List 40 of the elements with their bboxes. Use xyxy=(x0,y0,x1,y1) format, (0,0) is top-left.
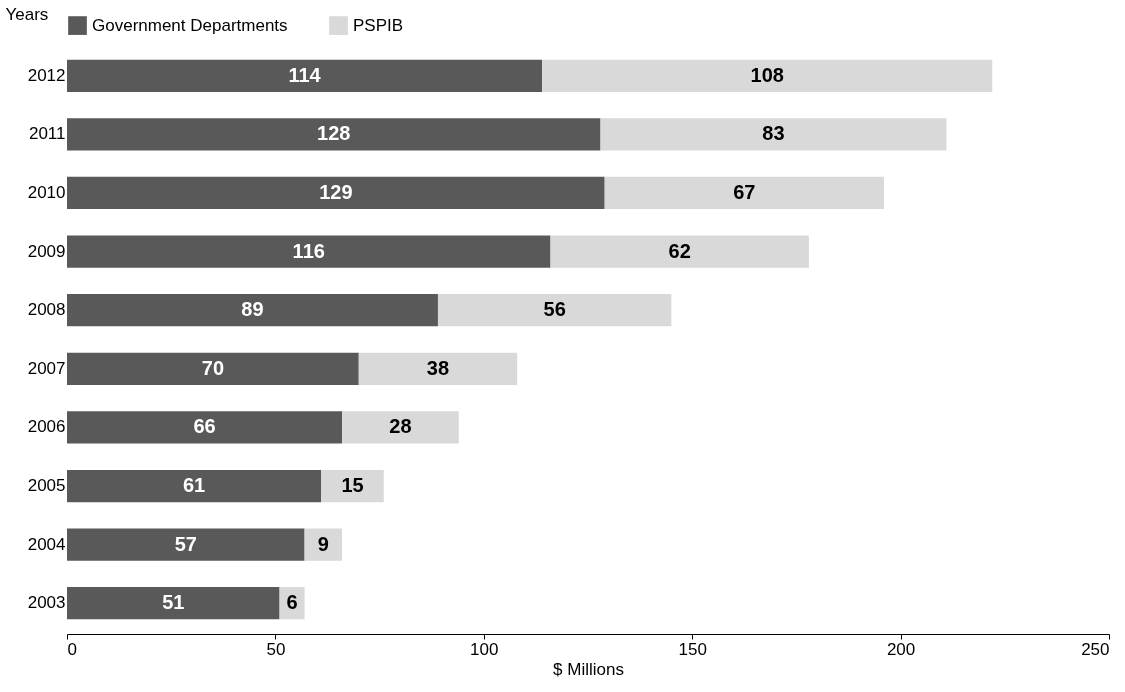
x-tick-label: 0 xyxy=(67,639,77,659)
legend-label: PSPIB xyxy=(353,15,404,35)
y-tick-label: 2012 xyxy=(27,65,66,85)
y-tick-label: 2008 xyxy=(27,300,66,320)
data-label: 61 xyxy=(183,474,206,497)
y-axis-title: Years xyxy=(5,4,49,24)
data-label: 116 xyxy=(292,239,325,262)
data-label: 38 xyxy=(426,356,450,379)
y-tick-label: 2009 xyxy=(27,241,66,261)
data-label: 108 xyxy=(750,63,784,86)
data-label: 9 xyxy=(317,532,329,555)
legend-label: Government Departments xyxy=(92,15,288,35)
data-label: 129 xyxy=(319,180,353,203)
y-tick-label: 2006 xyxy=(27,417,66,437)
y-tick-label: 2004 xyxy=(27,534,66,554)
x-tick-label: 200 xyxy=(886,639,916,659)
y-tick-label: 2003 xyxy=(27,593,66,613)
x-tick-label: 50 xyxy=(266,639,286,659)
data-label: 128 xyxy=(317,122,351,145)
y-tick-label: 2005 xyxy=(27,476,66,496)
data-label: 56 xyxy=(543,298,566,321)
data-label: 70 xyxy=(201,356,225,379)
data-label: 83 xyxy=(762,122,785,145)
data-label: 114 xyxy=(288,63,322,86)
x-tick-label: 100 xyxy=(470,639,499,659)
y-tick-label: 2011 xyxy=(28,124,66,144)
y-tick-label: 2010 xyxy=(27,182,66,202)
x-tick-label: 150 xyxy=(678,639,707,659)
y-tick-label: 2007 xyxy=(27,358,66,378)
data-label: 62 xyxy=(668,239,691,262)
x-axis-title: $ Millions xyxy=(553,659,624,679)
data-label: 66 xyxy=(193,415,216,438)
data-label: 15 xyxy=(341,474,364,497)
data-label: 28 xyxy=(389,415,412,438)
data-label: 57 xyxy=(174,532,197,555)
data-label: 51 xyxy=(162,591,185,614)
data-label: 67 xyxy=(733,180,756,203)
x-tick-label: 250 xyxy=(1081,639,1110,659)
data-label: 6 xyxy=(286,591,298,614)
data-label: 89 xyxy=(241,298,264,321)
